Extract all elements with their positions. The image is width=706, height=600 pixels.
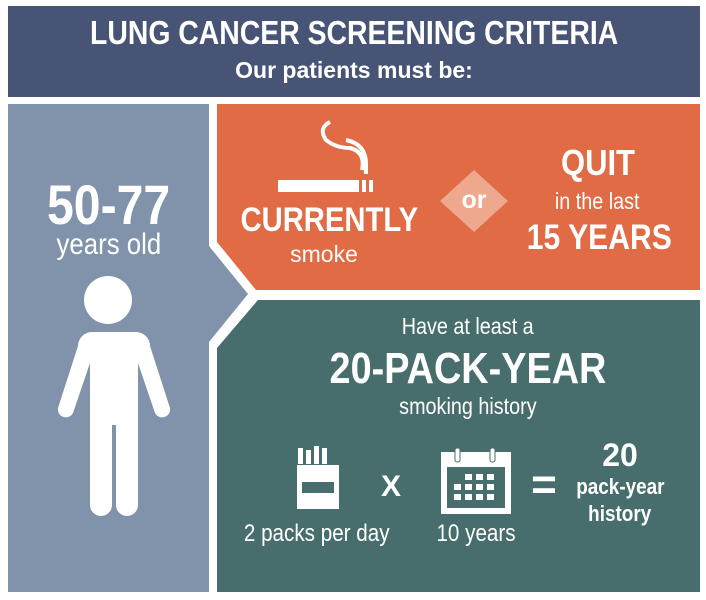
pack-headline: 20-PACK-YEAR xyxy=(329,344,607,393)
or-label: or xyxy=(461,186,487,214)
age-label: years old xyxy=(56,228,161,261)
currently-title: CURRENTLY xyxy=(240,201,419,239)
result-line1: pack-year xyxy=(575,474,665,499)
pack-sub: smoking history xyxy=(399,393,537,419)
quit-bottom: 15 YEARS xyxy=(526,218,672,257)
page-title: LUNG CANCER SCREENING CRITERIA xyxy=(89,14,619,51)
quit-title: QUIT xyxy=(560,142,635,183)
cigarette-pack-icon xyxy=(297,446,339,509)
quit-mid: in the last xyxy=(555,188,640,214)
result-line2: history xyxy=(588,501,652,526)
person-icon xyxy=(57,276,171,516)
pack-year-panel xyxy=(217,300,700,592)
or-diamond xyxy=(440,170,508,232)
packs-label: 2 packs per day xyxy=(244,520,390,547)
pack-intro: Have at least a xyxy=(402,313,534,339)
result-number: 20 xyxy=(602,437,638,473)
currently-sub: smoke xyxy=(290,241,358,267)
age-range: 50-77 xyxy=(46,173,171,236)
page-subtitle: Our patients must be: xyxy=(235,57,473,83)
cigarette-icon xyxy=(278,120,373,192)
equals-sign: = xyxy=(531,460,557,509)
header-banner xyxy=(8,6,700,97)
years-label: 10 years xyxy=(436,520,516,547)
calendar-icon xyxy=(441,447,511,514)
times-sign: X xyxy=(380,470,401,503)
